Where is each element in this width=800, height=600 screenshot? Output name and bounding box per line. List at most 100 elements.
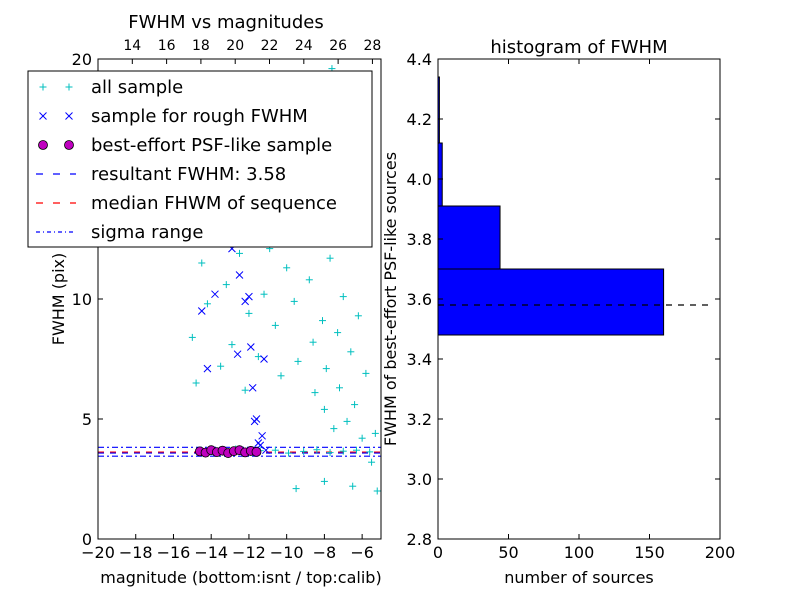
- scatter-y-label: FWHM (pix): [49, 253, 68, 346]
- legend-box: [27, 70, 373, 248]
- data-point: [283, 264, 291, 272]
- data-point: [349, 482, 357, 490]
- data-point: [339, 447, 347, 455]
- legend-label: sigma range: [91, 222, 203, 243]
- data-point: [203, 300, 211, 308]
- data-point: [217, 362, 225, 370]
- data-point: [343, 417, 351, 425]
- legend-entry: best-effort PSF-like sample: [38, 135, 332, 156]
- data-point: [262, 446, 270, 455]
- y-tick-label: 3.0: [407, 470, 432, 489]
- histogram-x-ticks: 0 50 100 150 200: [433, 59, 735, 562]
- data-point: [39, 112, 47, 120]
- data-point: [354, 312, 362, 320]
- data-point: [203, 364, 212, 373]
- histogram-y-label: FWHM of best-effort PSF-like sources: [381, 152, 400, 446]
- data-point: [371, 429, 379, 437]
- data-point: [339, 293, 347, 301]
- legend-entry: all sample: [39, 77, 183, 98]
- data-point: [330, 425, 338, 433]
- data-point: [335, 384, 343, 392]
- data-point: [320, 477, 328, 485]
- data-point: [65, 83, 73, 91]
- data-point: [347, 348, 355, 356]
- y-tick-label: 5: [82, 410, 92, 429]
- data-point: [326, 449, 334, 457]
- data-point: [39, 83, 47, 91]
- scatter-marks: [98, 65, 381, 495]
- data-point: [362, 369, 370, 377]
- data-point: [222, 281, 230, 289]
- data-point: [326, 254, 334, 262]
- data-point: [320, 405, 328, 413]
- y-tick-label: 3.8: [407, 230, 432, 249]
- data-point: [252, 415, 261, 423]
- x-tick-label: −10: [270, 543, 304, 562]
- histogram-title: histogram of FWHM: [490, 37, 667, 58]
- scatter-panel: FWHM vs magnitudes −20 −18 −16 −14 −12 −10 −8−…: [27, 12, 382, 587]
- scatter-title: FWHM vs magnitudes: [128, 12, 323, 33]
- y-tick-label: 0: [82, 530, 92, 549]
- scatter-y-ticks: 0 5 10 20: [72, 50, 103, 549]
- data-point: [38, 140, 48, 150]
- x-tick-label: 150: [634, 543, 665, 562]
- top-tick-label: 20: [226, 38, 244, 54]
- scatter-x-ticks: −20 −18 −16 −14 −12 −10 −8 −6: [81, 534, 374, 562]
- data-point: [366, 448, 374, 456]
- x-tick-label: −18: [119, 543, 153, 562]
- data-point: [246, 343, 255, 351]
- scatter-legend: all sample sample for rough FWHM best-effo…: [27, 70, 373, 248]
- x-tick-label: −16: [157, 543, 191, 562]
- data-point: [258, 431, 266, 440]
- histogram-x-label: number of sources: [504, 568, 654, 587]
- data-point: [241, 297, 250, 306]
- data-point: [228, 341, 236, 349]
- data-point: [192, 379, 200, 387]
- data-point: [64, 140, 74, 150]
- top-tick-label: 18: [192, 38, 210, 54]
- legend-entry: median FHWM of sequence: [36, 193, 337, 214]
- x-tick-label: −8: [313, 543, 337, 562]
- scatter-x-label: magnitude (bottom:isnt / top:calib): [100, 568, 381, 587]
- data-point: [254, 353, 262, 361]
- scatter-top-ticks: 14 16 18 20 22 24 26 28: [123, 38, 381, 64]
- data-point: [236, 249, 243, 257]
- y-tick-label: 10: [72, 290, 92, 309]
- histogram-plot-area: [437, 76, 713, 336]
- data-point: [292, 485, 300, 493]
- data-point: [188, 333, 196, 341]
- x-tick-label: 50: [498, 543, 518, 562]
- x-tick-label: −20: [81, 543, 115, 562]
- legend-items: all sample sample for rough FWHM best-effo…: [36, 77, 337, 243]
- data-point: [233, 350, 242, 359]
- histogram-panel: histogram of FWHM 0 50 100 150 200 2.8 3.0 3.2…: [381, 37, 735, 587]
- x-tick-label: 0: [433, 543, 443, 562]
- x-tick-label: −14: [194, 543, 228, 562]
- data-point: [198, 259, 206, 267]
- top-tick-label: 28: [364, 38, 382, 54]
- data-point: [211, 290, 219, 299]
- top-tick-label: 16: [158, 38, 176, 54]
- data-point: [352, 446, 360, 454]
- data-point: [351, 401, 359, 409]
- y-tick-label: 3.6: [407, 290, 432, 309]
- histogram-bar: [437, 205, 501, 270]
- y-tick-label: 4.4: [407, 50, 432, 69]
- data-point: [300, 447, 308, 455]
- y-tick-label: 4.0: [407, 170, 432, 189]
- legend-label: best-effort PSF-like sample: [91, 135, 332, 156]
- data-point: [313, 446, 321, 454]
- data-point: [245, 292, 253, 301]
- data-point: [248, 383, 257, 392]
- data-point: [373, 487, 381, 495]
- x-tick-label: 200: [705, 543, 736, 562]
- top-tick-label: 14: [123, 38, 141, 54]
- y-tick-label: 2.8: [407, 530, 432, 549]
- data-point: [294, 357, 302, 365]
- data-point: [197, 307, 206, 315]
- data-point: [311, 389, 319, 397]
- data-point: [271, 321, 279, 329]
- data-point: [358, 434, 366, 442]
- top-tick-label: 26: [329, 38, 347, 54]
